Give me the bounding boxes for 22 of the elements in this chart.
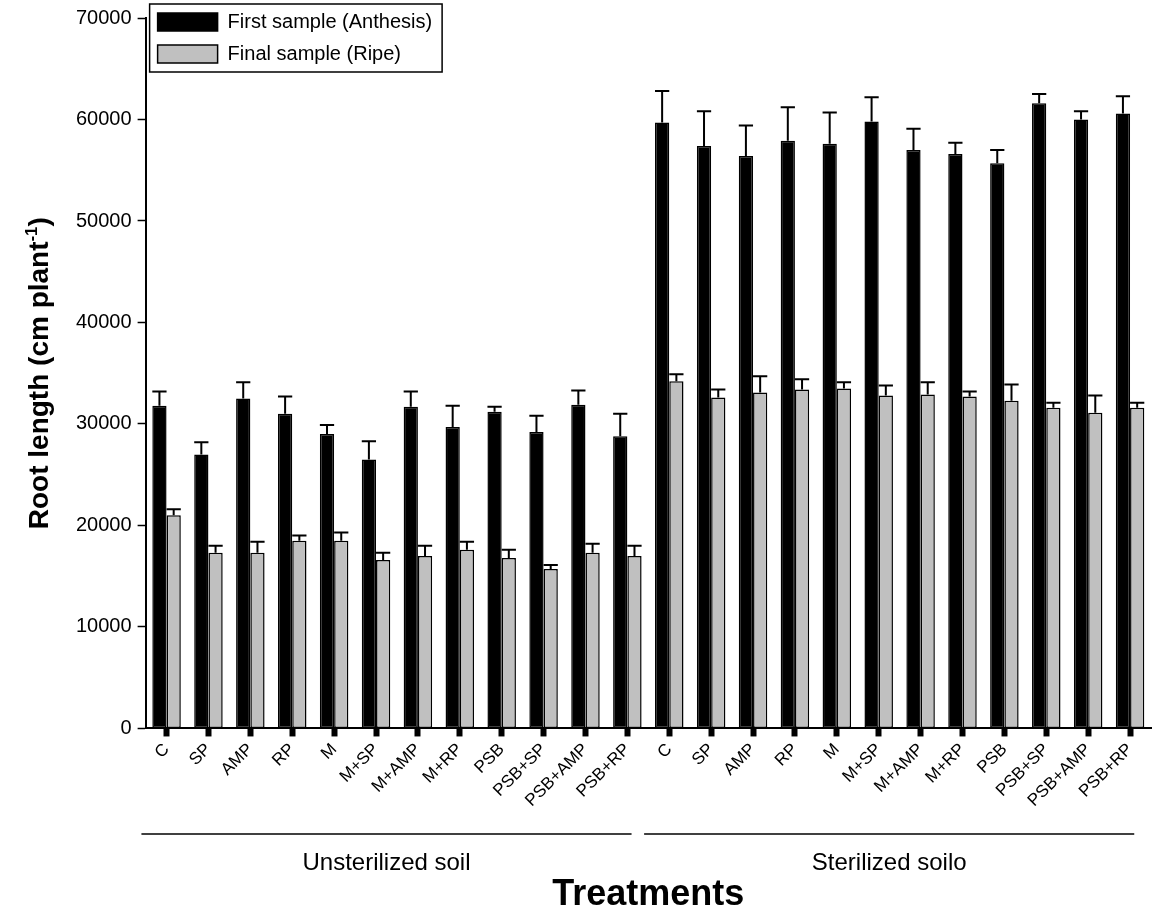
y-tick-label: 50000 xyxy=(75,208,132,231)
y-tick-label: 20000 xyxy=(75,512,132,535)
y-tick-label: 10000 xyxy=(75,614,132,637)
legend-label: Final sample (Ripe) xyxy=(227,41,402,64)
x-tick-label: SP xyxy=(185,739,215,769)
x-tick-label: RP xyxy=(268,739,299,770)
y-tick-label: 0 xyxy=(120,715,132,738)
y-tick-label: 30000 xyxy=(75,411,132,434)
legend-label: First sample (Anthesis) xyxy=(227,9,433,32)
x-tick-label: C xyxy=(150,739,173,762)
text: Sterilized soilo xyxy=(811,848,967,875)
text: Unsterilized soil xyxy=(302,848,471,875)
x-tick-label: M xyxy=(316,739,341,763)
x-tick-label: SP xyxy=(687,739,718,769)
x-tick-label: C xyxy=(653,739,676,762)
x-axis-title: Treatments xyxy=(552,872,745,913)
y-axis-title: Root length (cm plant-1) xyxy=(21,217,54,530)
y-tick-label: 40000 xyxy=(75,310,132,332)
y-tick-label: 60000 xyxy=(75,107,132,130)
x-tick-label: RP xyxy=(770,739,802,770)
x-tick-label: M xyxy=(819,739,843,763)
y-tick-label: 70000 xyxy=(75,5,132,28)
